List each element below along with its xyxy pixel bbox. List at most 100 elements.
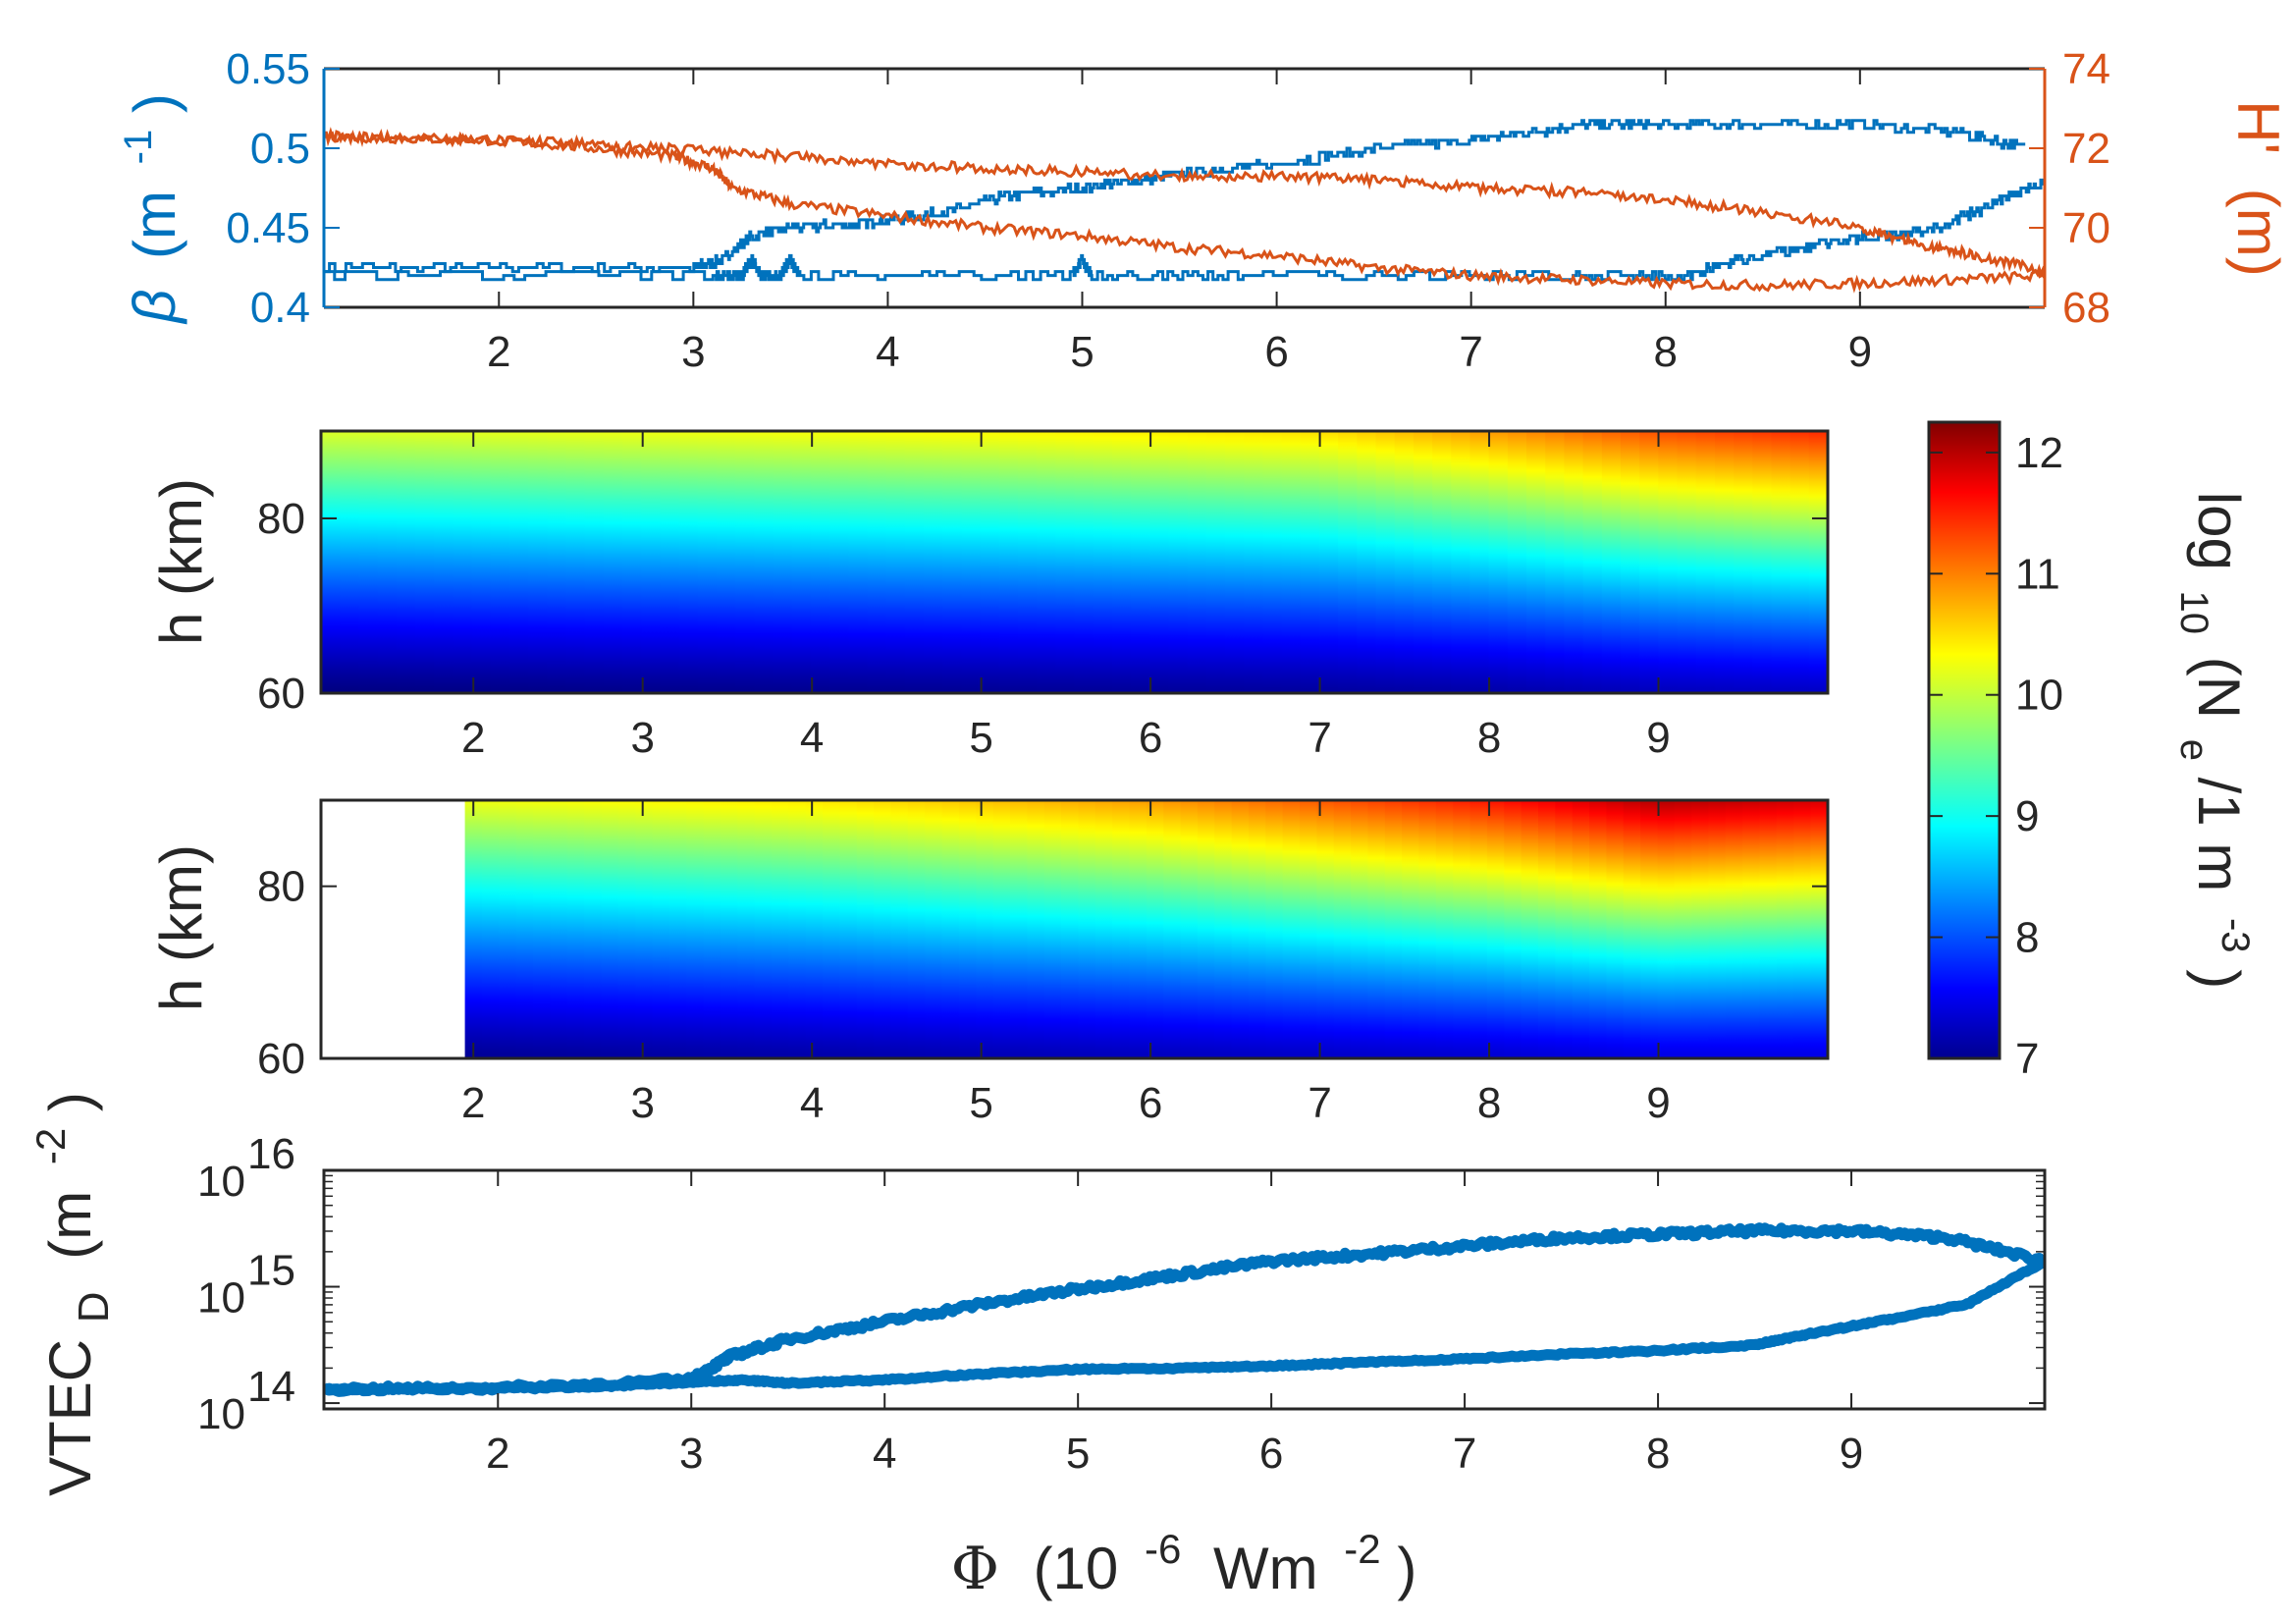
- heatmap-column: [515, 800, 535, 1058]
- heatmap-column: [668, 800, 688, 1058]
- heatmap-column: [508, 431, 530, 693]
- heatmap-column: [1793, 800, 1812, 1058]
- panel1-xtick-label: 3: [681, 328, 705, 376]
- panel4-ytick-exp: 14: [247, 1363, 295, 1411]
- panel1-ltick-label: 0.55: [226, 45, 310, 93]
- heatmap-column: [1384, 800, 1404, 1058]
- cbar-exp: -3: [2214, 918, 2257, 953]
- heatmap-column: [321, 431, 342, 693]
- panel4-xtick-label: 5: [1066, 1430, 1090, 1478]
- panel4-xtick-label: 8: [1646, 1430, 1670, 1478]
- heatmap-column: [1623, 800, 1642, 1058]
- heatmap-column: [839, 800, 858, 1058]
- heatmap-column: [1112, 800, 1131, 1058]
- heatmap-column: [1507, 431, 1527, 693]
- panel1-right-ticks: 68 70 72 74: [2029, 45, 2110, 332]
- heatmap-column: [396, 431, 416, 693]
- colorbar-tick-label: 9: [2015, 792, 2039, 840]
- heatmap-column: [1469, 800, 1488, 1058]
- heatmap-column: [1244, 431, 1264, 693]
- heatmap-column: [1691, 800, 1710, 1058]
- panel4-series-0: [324, 1222, 2045, 1397]
- heatmap-column: [754, 800, 773, 1058]
- panel1-xtick-label: 2: [487, 328, 510, 376]
- panel4-x-ticks: 2 3 4 5 6 7 8 9: [486, 1170, 1863, 1478]
- vtec-unit-exp: -2: [27, 1128, 74, 1164]
- heatmap-column: [584, 800, 603, 1058]
- heatmap-column: [810, 431, 831, 693]
- heatmap-column: [686, 800, 705, 1058]
- phi-symbol: Φ: [951, 1535, 999, 1603]
- heat-ytick-label: 80: [257, 863, 305, 911]
- panel1-series-1: [324, 178, 2045, 282]
- heatmap-column: [584, 431, 605, 693]
- heatmap-column: [961, 431, 982, 693]
- heatmap-column: [1180, 800, 1199, 1058]
- beta-symbol: β: [122, 290, 187, 325]
- panel1-ltick-label: 0.4: [250, 284, 310, 332]
- heatmap-column: [885, 431, 906, 693]
- heatmap-column: [1418, 800, 1437, 1058]
- heatmap-column: [1262, 431, 1283, 693]
- phi-open: (10: [1034, 1536, 1119, 1601]
- heatmap-column: [1074, 431, 1095, 693]
- heatmap-column: [1061, 800, 1080, 1058]
- colorbar-label: log 10 (N e /1 m -3 ): [2168, 492, 2275, 989]
- panel2-ylabel: h (km): [148, 478, 214, 645]
- colorbar-tick-label: 8: [2015, 914, 2039, 962]
- heatmap-column: [660, 431, 680, 693]
- heatmap-column: [1149, 431, 1170, 693]
- heatmap-column: [1488, 431, 1509, 693]
- beta-unit-exp: -1: [117, 130, 160, 165]
- heatmap-column: [998, 431, 1019, 693]
- heatmap-column: [1131, 431, 1151, 693]
- panel1-series-2: [324, 127, 2045, 294]
- heatmap-column: [1225, 431, 1246, 693]
- panel4-xtick-label: 2: [486, 1430, 509, 1478]
- heatmap-column: [1564, 431, 1584, 693]
- heatmap-column: [1205, 431, 1226, 693]
- panel1-xtick-label: 4: [876, 328, 899, 376]
- heatmap-column: [1375, 431, 1396, 693]
- heat-xtick-label: 5: [969, 714, 992, 762]
- heatmap-column: [1282, 800, 1301, 1058]
- phi-close: ): [1397, 1536, 1416, 1601]
- panel4-ytick-exp: 16: [247, 1130, 295, 1178]
- heatmap-column: [1027, 800, 1045, 1058]
- heatmap-column: [1010, 800, 1029, 1058]
- heatmap-column: [565, 431, 586, 693]
- heatmap-column: [716, 431, 737, 693]
- panel4-xtick-label: 7: [1453, 1430, 1476, 1478]
- heatmap-column: [1639, 431, 1660, 693]
- heatmap-column: [340, 431, 360, 693]
- heatmap-column: [874, 800, 892, 1058]
- heatmap-column: [703, 800, 721, 1058]
- heatmap-column: [533, 800, 552, 1058]
- heatmap-column: [1281, 431, 1302, 693]
- heatmap-column: [1055, 431, 1076, 693]
- colorbar-tick-label: 10: [2015, 672, 2063, 720]
- heatmap-column: [1451, 431, 1471, 693]
- panel4-xtick-label: 9: [1840, 1430, 1863, 1478]
- heat-xtick-label: 4: [800, 714, 824, 762]
- cbar-log: log: [2186, 492, 2252, 570]
- heatmap-column: [1248, 800, 1267, 1058]
- heatmap-column: [1413, 431, 1434, 693]
- heatmap-column: [1601, 431, 1622, 693]
- heatmap-column: [904, 431, 925, 693]
- heatmap-column: [1231, 800, 1250, 1058]
- heatmap-column: [635, 800, 654, 1058]
- heatmap-column: [1771, 431, 1791, 693]
- heatmap-column: [788, 800, 807, 1058]
- beta-unit-open: (m: [122, 190, 187, 259]
- heatmap-column: [1572, 800, 1591, 1058]
- panel4-axes-frame: [322, 1168, 2047, 1411]
- heatmap-column: [1265, 800, 1284, 1058]
- heatmap-column: [482, 800, 501, 1058]
- heatmap-column: [1187, 431, 1207, 693]
- vtec-unit-open: (m: [37, 1191, 103, 1260]
- heatmap-column: [453, 431, 473, 693]
- vtec-main: VTEC: [37, 1339, 103, 1496]
- heatmap-column: [1708, 800, 1727, 1058]
